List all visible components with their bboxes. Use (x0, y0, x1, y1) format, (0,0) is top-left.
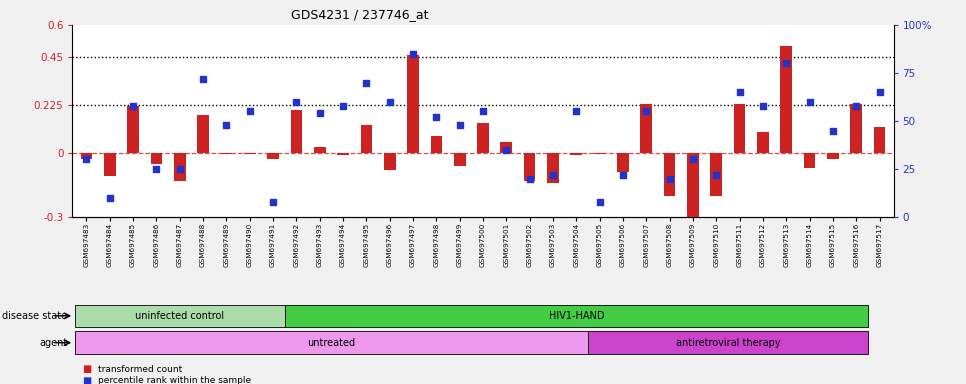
Bar (664, 153, 675, 195)
Point (266, 199, 281, 205)
Point (802, 99, 817, 105)
Point (242, 108, 258, 114)
Point (592, 199, 608, 205)
Bar (588, 331, 867, 354)
Point (102, 195, 118, 201)
Bar (571, 153, 582, 155)
Bar (197, 114, 209, 153)
Text: agent: agent (40, 338, 68, 348)
Point (662, 175, 677, 182)
Bar (594, 153, 606, 154)
Bar (827, 153, 838, 159)
Point (732, 89, 748, 95)
Bar (360, 125, 372, 153)
Bar (850, 104, 862, 153)
Text: percentile rank within the sample: percentile rank within the sample (98, 376, 251, 384)
Bar (640, 104, 652, 153)
Bar (617, 153, 629, 172)
Text: disease state: disease state (3, 311, 68, 321)
Point (615, 172, 631, 178)
Text: HIV1-HAND: HIV1-HAND (549, 311, 604, 321)
Point (335, 103, 351, 109)
Point (685, 156, 700, 162)
Point (872, 89, 888, 95)
Point (452, 122, 468, 128)
Bar (477, 123, 489, 153)
Bar (804, 153, 815, 168)
Point (406, 51, 421, 57)
Bar (268, 153, 279, 159)
Point (172, 166, 187, 172)
Point (312, 110, 327, 116)
Point (545, 172, 560, 178)
Bar (781, 46, 792, 153)
Text: ■: ■ (82, 364, 92, 374)
Point (522, 175, 537, 182)
Bar (547, 153, 558, 183)
Bar (408, 55, 419, 153)
Point (825, 127, 840, 134)
Point (708, 172, 724, 178)
Bar (174, 153, 185, 181)
Bar (128, 106, 139, 153)
Text: untreated: untreated (307, 338, 355, 348)
Bar (384, 153, 395, 170)
Bar (220, 153, 232, 154)
Bar (431, 136, 442, 153)
Point (475, 108, 491, 114)
Text: transformed count: transformed count (98, 365, 182, 374)
Point (195, 76, 211, 82)
Text: ■: ■ (82, 376, 92, 384)
Bar (524, 153, 535, 181)
Point (382, 99, 397, 105)
Point (848, 103, 864, 109)
Bar (734, 104, 746, 153)
Bar (687, 153, 698, 219)
Bar (500, 142, 512, 153)
Bar (757, 132, 769, 153)
Bar (74, 305, 285, 327)
Point (779, 60, 794, 66)
Point (126, 103, 141, 109)
Point (149, 166, 164, 172)
Point (78, 156, 94, 162)
Bar (243, 153, 256, 154)
Point (218, 122, 234, 128)
Text: antiretroviral therapy: antiretroviral therapy (675, 338, 781, 348)
Point (289, 99, 304, 105)
Bar (710, 153, 723, 195)
Text: uninfected control: uninfected control (135, 311, 224, 321)
Bar (873, 127, 886, 153)
Point (755, 103, 771, 109)
Point (569, 108, 584, 114)
Point (639, 108, 654, 114)
Bar (337, 153, 349, 155)
Point (358, 79, 374, 86)
Bar (454, 153, 466, 166)
Bar (291, 110, 302, 153)
Point (498, 147, 514, 153)
Text: GDS4231 / 237746_at: GDS4231 / 237746_at (291, 8, 429, 21)
Bar (314, 147, 326, 153)
Bar (285, 305, 867, 327)
Point (429, 114, 444, 120)
Bar (104, 153, 116, 176)
Bar (80, 153, 93, 159)
Bar (151, 153, 162, 164)
Bar (74, 331, 588, 354)
